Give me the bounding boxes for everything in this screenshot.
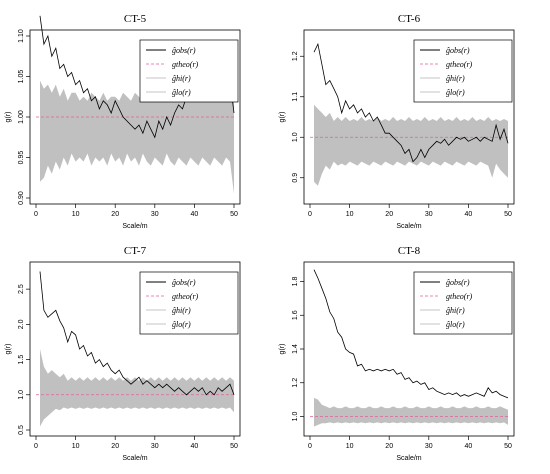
legend-label: ĝobs(r) <box>172 278 196 287</box>
y-axis-label: g(r) <box>279 344 286 355</box>
legend-label: gtheo(r) <box>446 292 473 301</box>
envelope-band <box>314 104 508 186</box>
y-tick-label: 1.10 <box>18 29 25 43</box>
x-tick-label: 20 <box>111 443 119 450</box>
y-axis-label: g(r) <box>279 112 286 123</box>
legend-label: ĝhi(r) <box>446 306 465 315</box>
legend: ĝobs(r) gtheo(r) ĝhi(r) ĝlo(r) <box>413 271 513 335</box>
legend-label: ĝhi(r) <box>446 74 465 83</box>
x-tick-label: 0 <box>34 211 38 218</box>
y-tick-label: 1.0 <box>292 132 299 142</box>
x-tick-label: 20 <box>111 211 119 218</box>
y-tick-label: 0.95 <box>18 151 25 165</box>
x-tick-label: 50 <box>504 443 512 450</box>
y-tick-label: 0.9 <box>292 173 299 183</box>
legend-label: ĝobs(r) <box>446 278 470 287</box>
x-axis-label: Scale/m <box>396 223 421 230</box>
legend-label: gtheo(r) <box>446 60 473 69</box>
obs-line <box>39 271 235 396</box>
obs-line <box>313 42 509 163</box>
legend-label: gtheo(r) <box>172 60 199 69</box>
chart-title: CT-6 <box>398 13 421 25</box>
y-tick-label: 1.1 <box>292 92 299 102</box>
y-axis-label: g(r) <box>5 112 12 123</box>
envelope-band <box>314 397 508 427</box>
y-tick-label: 0.90 <box>18 191 25 205</box>
chart-title: CT-7 <box>124 245 147 257</box>
obs-line <box>313 269 509 399</box>
legend-label: ĝlo(r) <box>172 88 191 97</box>
y-tick-label: 1.6 <box>292 310 299 320</box>
x-tick-label: 40 <box>191 211 199 218</box>
y-tick-label: 2.0 <box>18 319 25 329</box>
x-tick-label: 30 <box>151 211 159 218</box>
y-tick-label: 1.05 <box>18 70 25 84</box>
y-tick-label: 1.2 <box>292 51 299 61</box>
x-tick-label: 50 <box>230 211 238 218</box>
x-tick-label: 40 <box>465 211 473 218</box>
x-axis-label: Scale/m <box>122 223 147 230</box>
plot-frame <box>303 29 515 205</box>
x-tick-label: 30 <box>151 443 159 450</box>
legend-label: ĝhi(r) <box>172 74 191 83</box>
x-axis-label: Scale/m <box>396 455 421 462</box>
chart-panel-ct-7: CT-7 0 10 20 30 40 50 0.5 1.0 1.5 2.0 2.5 Scale/m g(r… <box>5 245 241 462</box>
envelope-band <box>40 349 234 427</box>
plot-frame <box>29 261 241 437</box>
y-tick-label: 1.4 <box>292 344 299 354</box>
x-tick-label: 20 <box>385 211 393 218</box>
chart-title: CT-8 <box>398 245 421 257</box>
legend: ĝobs(r) gtheo(r) ĝhi(r) ĝlo(r) <box>413 39 513 103</box>
legend-label: ĝlo(r) <box>446 320 465 329</box>
y-axis-label: g(r) <box>5 344 12 355</box>
x-tick-label: 10 <box>72 443 80 450</box>
chart-panel-ct-6: CT-6 0 10 20 30 40 50 0.9 1.0 1.1 1.2 Scale/m g(r) ĝo… <box>279 13 515 230</box>
chart-panel-ct-8: CT-8 0 10 20 30 40 50 1.0 1.2 1.4 1.6 1.8 Scale/m g(r… <box>279 245 515 462</box>
legend-label: ĝlo(r) <box>446 88 465 97</box>
chart-title: CT-5 <box>124 13 147 25</box>
y-tick-label: 2.5 <box>18 284 25 294</box>
y-tick-label: 1.8 <box>292 277 299 287</box>
x-tick-label: 30 <box>425 443 433 450</box>
y-tick-label: 1.2 <box>292 378 299 388</box>
legend: ĝobs(r) gtheo(r) ĝhi(r) ĝlo(r) <box>139 39 239 103</box>
x-tick-label: 0 <box>34 443 38 450</box>
x-tick-label: 0 <box>308 443 312 450</box>
envelope-band <box>40 80 234 194</box>
x-tick-label: 0 <box>308 211 312 218</box>
legend-label: gtheo(r) <box>172 292 199 301</box>
y-tick-label: 0.5 <box>18 425 25 435</box>
x-tick-label: 10 <box>346 443 354 450</box>
legend-label: ĝlo(r) <box>172 320 191 329</box>
legend-label: ĝhi(r) <box>172 306 191 315</box>
legend-label: ĝobs(r) <box>172 46 196 55</box>
y-tick-label: 1.0 <box>292 412 299 422</box>
x-tick-label: 40 <box>465 443 473 450</box>
x-tick-label: 50 <box>504 211 512 218</box>
y-tick-label: 1.00 <box>18 110 25 124</box>
y-tick-label: 1.0 <box>18 390 25 400</box>
y-tick-label: 1.5 <box>18 355 25 365</box>
legend-label: ĝobs(r) <box>446 46 470 55</box>
x-tick-label: 10 <box>72 211 80 218</box>
x-tick-label: 50 <box>230 443 238 450</box>
x-tick-label: 10 <box>346 211 354 218</box>
chart-panel-ct-5: CT-5 0 10 20 30 40 50 0.90 0.95 1.00 1.05 1.10 Scale… <box>5 13 241 230</box>
x-tick-label: 40 <box>191 443 199 450</box>
x-axis-label: Scale/m <box>122 455 147 462</box>
x-tick-label: 30 <box>425 211 433 218</box>
x-tick-label: 20 <box>385 443 393 450</box>
legend: ĝobs(r) gtheo(r) ĝhi(r) ĝlo(r) <box>139 271 239 335</box>
